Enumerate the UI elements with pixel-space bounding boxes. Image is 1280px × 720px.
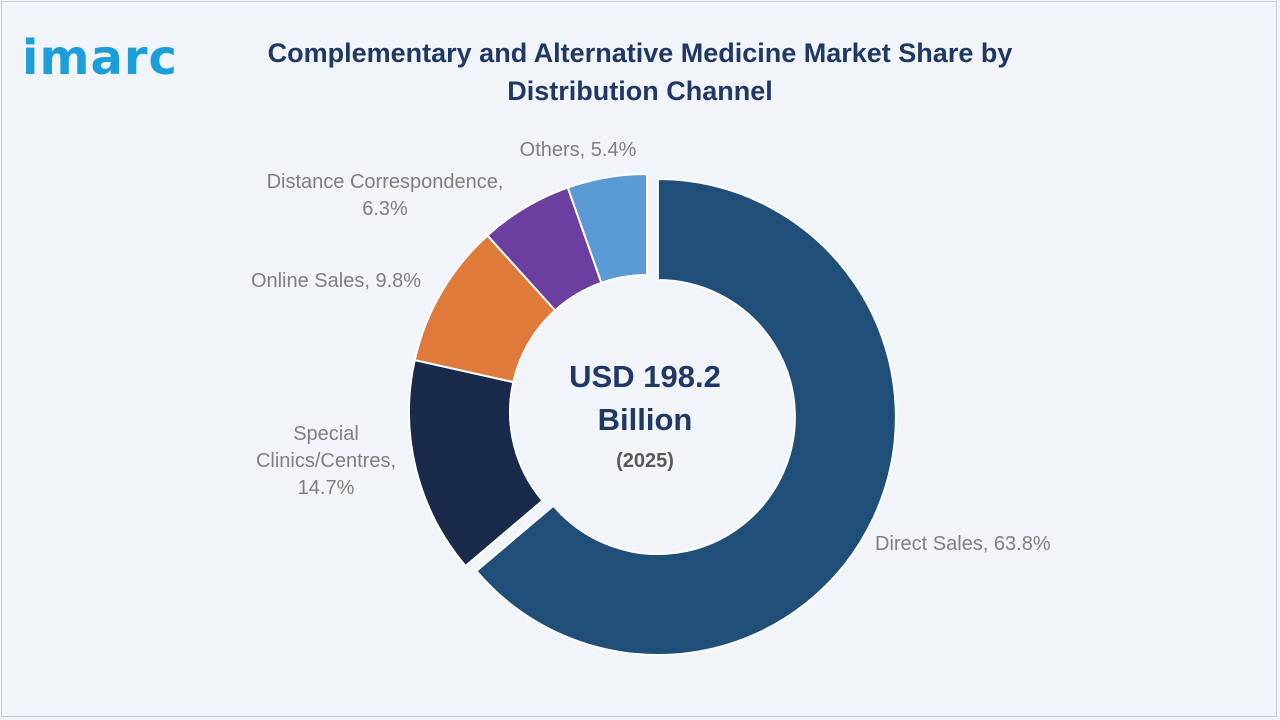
center-value-line1: USD 198.2 (569, 359, 721, 394)
label-others: Others, 5.4% (520, 139, 637, 161)
label-distance-correspondence: Distance Correspondence, 6.3% (267, 171, 504, 220)
slice-special-clinics-centres (408, 358, 544, 568)
imarc-logo: imarc (22, 30, 178, 86)
slice-direct-sales (475, 178, 897, 657)
label-online-sales: Online Sales, 9.8% (251, 270, 421, 292)
slice-others (566, 172, 648, 285)
label-direct-sales: Direct Sales, 63.8% (875, 533, 1051, 555)
center-year: (2025) (616, 450, 674, 472)
center-value-line2: Billion (598, 402, 693, 437)
label-special-clinics-centres: Special Clinics/Centres, 14.7% (256, 423, 396, 499)
chart-title: Complementary and Alternative Medicine M… (267, 38, 1013, 106)
